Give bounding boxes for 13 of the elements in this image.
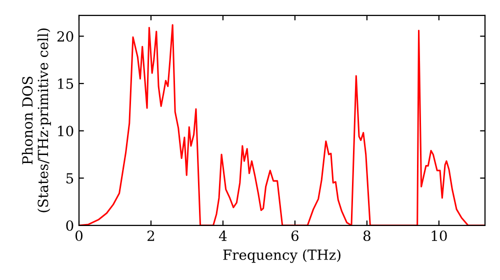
y-tick-label: 5 — [66, 173, 74, 184]
y-tick-label: 10 — [58, 126, 74, 136]
x-tick-label: 0 — [75, 230, 82, 242]
x-tick-label: 10 — [432, 230, 447, 242]
x-tick-label: 2 — [148, 230, 154, 241]
x-tick-label: 4 — [218, 230, 227, 241]
y-axis-title: Phonon DOS (States/THz·primitive cell) — [22, 28, 51, 212]
y-tick-label: 20 — [57, 31, 74, 42]
y-tick-label: 15 — [58, 78, 74, 89]
y-tick-label: 0 — [66, 220, 74, 231]
x-axis-title: Frequency (THz) — [223, 249, 340, 263]
x-tick-label: 8 — [363, 230, 370, 242]
x-tick-label: 6 — [291, 230, 298, 242]
